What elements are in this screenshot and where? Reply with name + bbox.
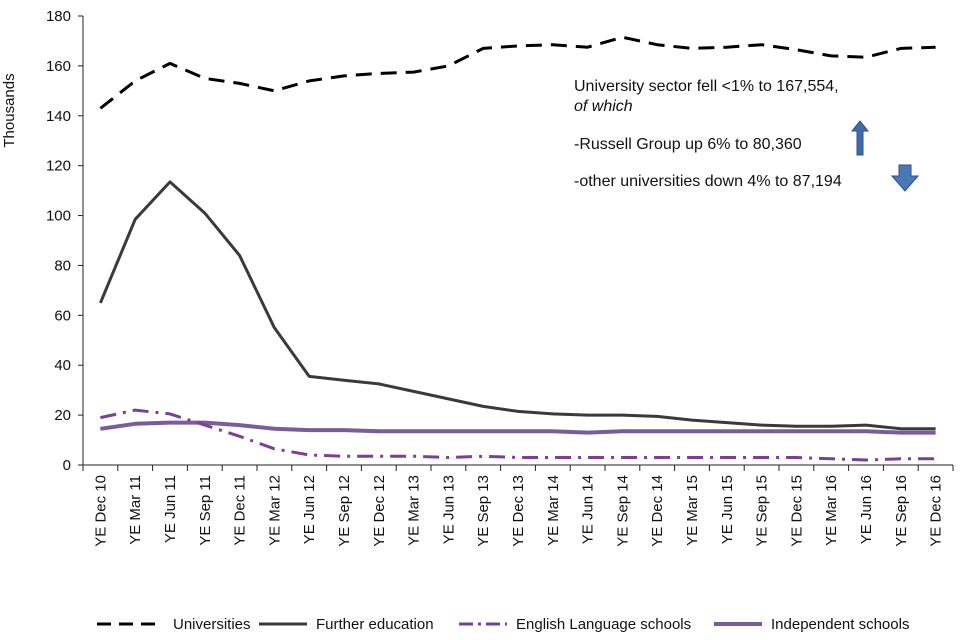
series-line-further-education bbox=[99, 180, 936, 431]
legend-independent-schools: Independent schools bbox=[713, 612, 909, 636]
x-tick-label: YE Mar 13 bbox=[406, 475, 423, 546]
series-line-universities bbox=[99, 35, 936, 110]
x-tick-label: YE Jun 13 bbox=[440, 475, 457, 544]
y-tick-label: 40 bbox=[54, 357, 71, 374]
legend-swatch-further-education bbox=[259, 622, 307, 626]
legend-english-language-schools: English Language schools bbox=[458, 612, 691, 636]
y-tick-label: 140 bbox=[46, 108, 71, 125]
x-tick-label: YE Dec 12 bbox=[371, 475, 388, 547]
x-tick-label: YE Mar 14 bbox=[545, 475, 562, 546]
annotation-russell-group: -Russell Group up 6% to 80,360 bbox=[574, 136, 802, 153]
y-tick-label: 160 bbox=[46, 58, 71, 75]
x-tick-label: YE Jun 16 bbox=[858, 475, 875, 544]
legend-further-education: Further education bbox=[258, 612, 434, 636]
legend-swatch-english-language-schools bbox=[459, 622, 507, 626]
x-tick-label: YE Dec 16 bbox=[928, 475, 945, 547]
x-tick-label: YE Sep 16 bbox=[893, 475, 910, 547]
legend-universities: Universities bbox=[95, 612, 251, 636]
x-tick-label: YE Sep 14 bbox=[614, 475, 631, 547]
y-tick-label: 0 bbox=[63, 457, 71, 474]
x-tick-label: YE Mar 11 bbox=[127, 475, 144, 545]
x-tick-label: YE Jun 14 bbox=[580, 475, 597, 544]
annotation-other-universities: -other universities down 4% to 87,194 bbox=[574, 173, 842, 190]
legend-label-independent-schools: Independent schools bbox=[771, 615, 910, 633]
x-tick-label: YE Sep 12 bbox=[336, 475, 353, 547]
legend-swatch-independent-schools bbox=[714, 622, 762, 626]
x-tick-label: YE Sep 15 bbox=[754, 475, 771, 547]
x-tick-label: YE Dec 13 bbox=[510, 475, 527, 547]
x-tick-label: YE Mar 12 bbox=[266, 475, 283, 546]
y-tick-label: 180 bbox=[46, 8, 71, 25]
legend-label-further-education: Further education bbox=[316, 615, 434, 633]
x-tick-label: YE Dec 15 bbox=[788, 475, 805, 547]
legend-label-english-language-schools: English Language schools bbox=[516, 615, 692, 633]
series-line-english-language-schools bbox=[100, 408, 936, 462]
annotation-line-2: of which bbox=[574, 98, 633, 115]
x-tick-label: YE Dec 11 bbox=[232, 475, 249, 546]
x-tick-label: YE Jun 15 bbox=[719, 475, 736, 544]
y-tick-label: 80 bbox=[54, 257, 71, 274]
y-tick-label: 20 bbox=[54, 407, 71, 424]
legend-swatch-universities bbox=[97, 622, 163, 626]
legend-label-universities: Universities bbox=[173, 615, 251, 633]
x-tick-label: YE Jun 12 bbox=[301, 475, 318, 544]
arrow-up-icon bbox=[850, 120, 870, 156]
y-axis-title: Thousands bbox=[1, 73, 18, 147]
x-tick-label: YE Sep 11 bbox=[197, 475, 214, 546]
x-tick-label: YE Jun 11 bbox=[162, 475, 179, 543]
x-tick-label: YE Dec 10 bbox=[92, 475, 109, 547]
x-tick-label: YE Sep 13 bbox=[475, 475, 492, 547]
x-tick-label: YE Mar 16 bbox=[823, 475, 840, 546]
x-tick-label: YE Mar 15 bbox=[684, 475, 701, 546]
annotation-line-1: University sector fell <1% to 167,554, bbox=[574, 78, 839, 95]
x-tick-label: YE Dec 14 bbox=[649, 475, 666, 547]
annotation-university-sector: University sector fell <1% to 167,554, o… bbox=[574, 77, 839, 117]
y-tick-label: 100 bbox=[46, 208, 71, 225]
series-line-independent-schools bbox=[100, 420, 936, 435]
y-tick-label: 120 bbox=[46, 158, 71, 175]
y-tick-label: 60 bbox=[54, 307, 71, 324]
arrow-down-icon bbox=[891, 164, 919, 192]
